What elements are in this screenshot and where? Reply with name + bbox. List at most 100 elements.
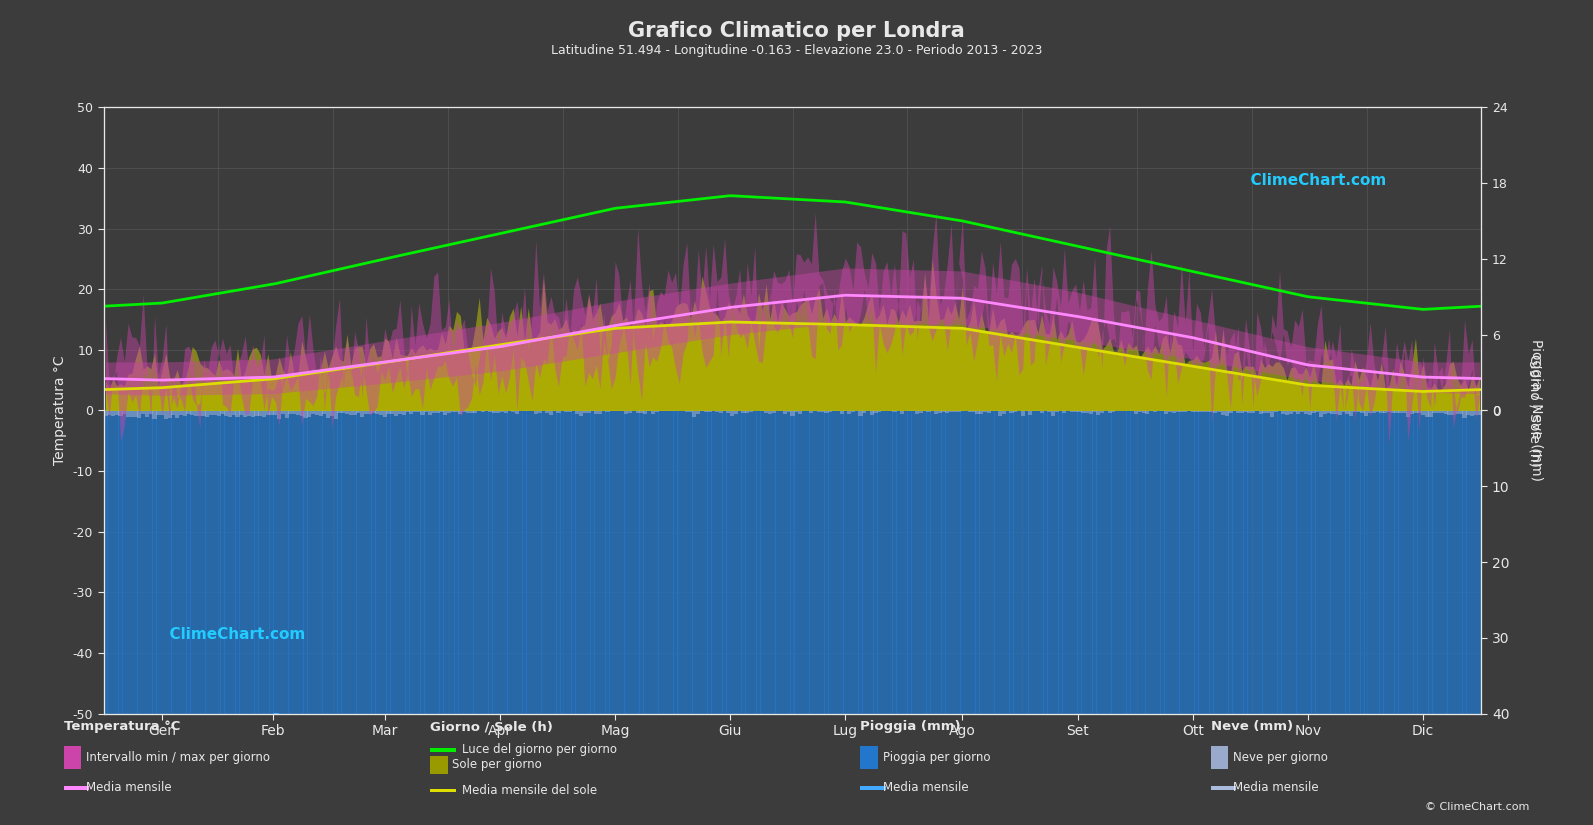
Bar <box>1137 411 1142 412</box>
Bar <box>1239 411 1244 825</box>
Bar <box>1112 411 1115 412</box>
Bar <box>511 411 515 742</box>
Bar <box>1184 411 1187 825</box>
Bar <box>1190 411 1195 825</box>
Bar <box>828 411 833 412</box>
Bar <box>1258 411 1263 825</box>
Bar <box>1297 411 1300 414</box>
Bar <box>972 411 977 818</box>
Bar <box>1278 411 1282 825</box>
Bar <box>787 411 790 766</box>
Bar <box>327 411 330 742</box>
Bar <box>172 411 175 823</box>
Bar <box>652 411 655 413</box>
Bar <box>1270 411 1274 417</box>
Bar <box>258 411 263 416</box>
Bar <box>194 411 198 416</box>
Bar <box>1440 411 1443 825</box>
Bar <box>820 411 825 412</box>
Bar <box>851 411 855 812</box>
Bar <box>401 411 406 415</box>
Bar <box>1349 411 1354 825</box>
Bar <box>1303 411 1308 825</box>
Bar <box>250 411 255 417</box>
Bar <box>327 411 330 417</box>
Bar <box>881 411 886 822</box>
Bar <box>1435 411 1440 825</box>
Bar <box>1289 411 1294 825</box>
Bar <box>1274 411 1278 825</box>
Bar <box>387 411 390 764</box>
Bar <box>919 411 922 798</box>
Text: Neve per giorno: Neve per giorno <box>1233 751 1329 764</box>
Bar <box>586 411 591 412</box>
Bar <box>817 411 820 747</box>
Bar <box>969 411 972 412</box>
Bar <box>1429 411 1432 825</box>
Bar <box>167 411 172 825</box>
Bar <box>360 411 365 417</box>
Bar <box>1021 411 1024 825</box>
Bar <box>1443 411 1448 414</box>
Bar <box>999 411 1002 813</box>
Bar <box>1380 411 1384 413</box>
Bar <box>172 411 175 415</box>
Bar <box>429 411 432 757</box>
Bar <box>1262 411 1266 412</box>
Bar <box>346 411 349 766</box>
Bar <box>511 411 515 412</box>
Bar <box>346 411 349 413</box>
Bar <box>768 411 773 414</box>
Bar <box>594 411 599 771</box>
Bar <box>1466 411 1470 825</box>
Bar <box>1451 411 1456 415</box>
Bar <box>840 411 844 749</box>
Bar <box>787 411 790 412</box>
Bar <box>991 411 994 825</box>
Bar <box>867 411 870 773</box>
Bar <box>1115 411 1120 825</box>
Bar <box>680 411 685 760</box>
Bar <box>1236 411 1239 413</box>
Bar <box>715 411 718 753</box>
Bar <box>209 411 213 415</box>
Bar <box>688 411 693 412</box>
Bar <box>330 411 335 725</box>
Bar <box>1316 411 1319 825</box>
Bar <box>1308 411 1311 825</box>
Bar <box>319 411 323 417</box>
Bar <box>333 411 338 419</box>
Bar <box>1388 411 1391 825</box>
Bar <box>994 411 999 820</box>
Bar <box>1262 411 1266 825</box>
Bar <box>398 411 401 760</box>
Bar <box>1160 411 1164 412</box>
Bar <box>752 411 757 770</box>
Bar <box>440 411 443 412</box>
Bar <box>296 411 299 731</box>
Bar <box>715 411 718 412</box>
Bar <box>247 411 252 416</box>
Bar <box>534 411 538 752</box>
Bar <box>178 411 183 810</box>
Text: Sole per giorno: Sole per giorno <box>452 758 542 771</box>
Bar <box>465 411 470 412</box>
Bar <box>1209 411 1214 412</box>
Bar <box>553 411 558 825</box>
Bar <box>919 411 922 412</box>
Bar <box>390 411 395 413</box>
Bar <box>986 411 991 810</box>
Bar <box>873 411 878 785</box>
Bar <box>1055 411 1059 412</box>
Bar <box>205 411 209 417</box>
Bar <box>183 411 186 416</box>
Text: Media mensile del sole: Media mensile del sole <box>462 784 597 797</box>
Bar <box>432 411 436 413</box>
Bar <box>795 411 798 758</box>
Bar <box>862 411 867 413</box>
Bar <box>710 411 715 776</box>
Bar <box>655 411 658 412</box>
Bar <box>832 411 836 805</box>
Bar <box>1077 411 1082 795</box>
Bar <box>613 411 616 412</box>
